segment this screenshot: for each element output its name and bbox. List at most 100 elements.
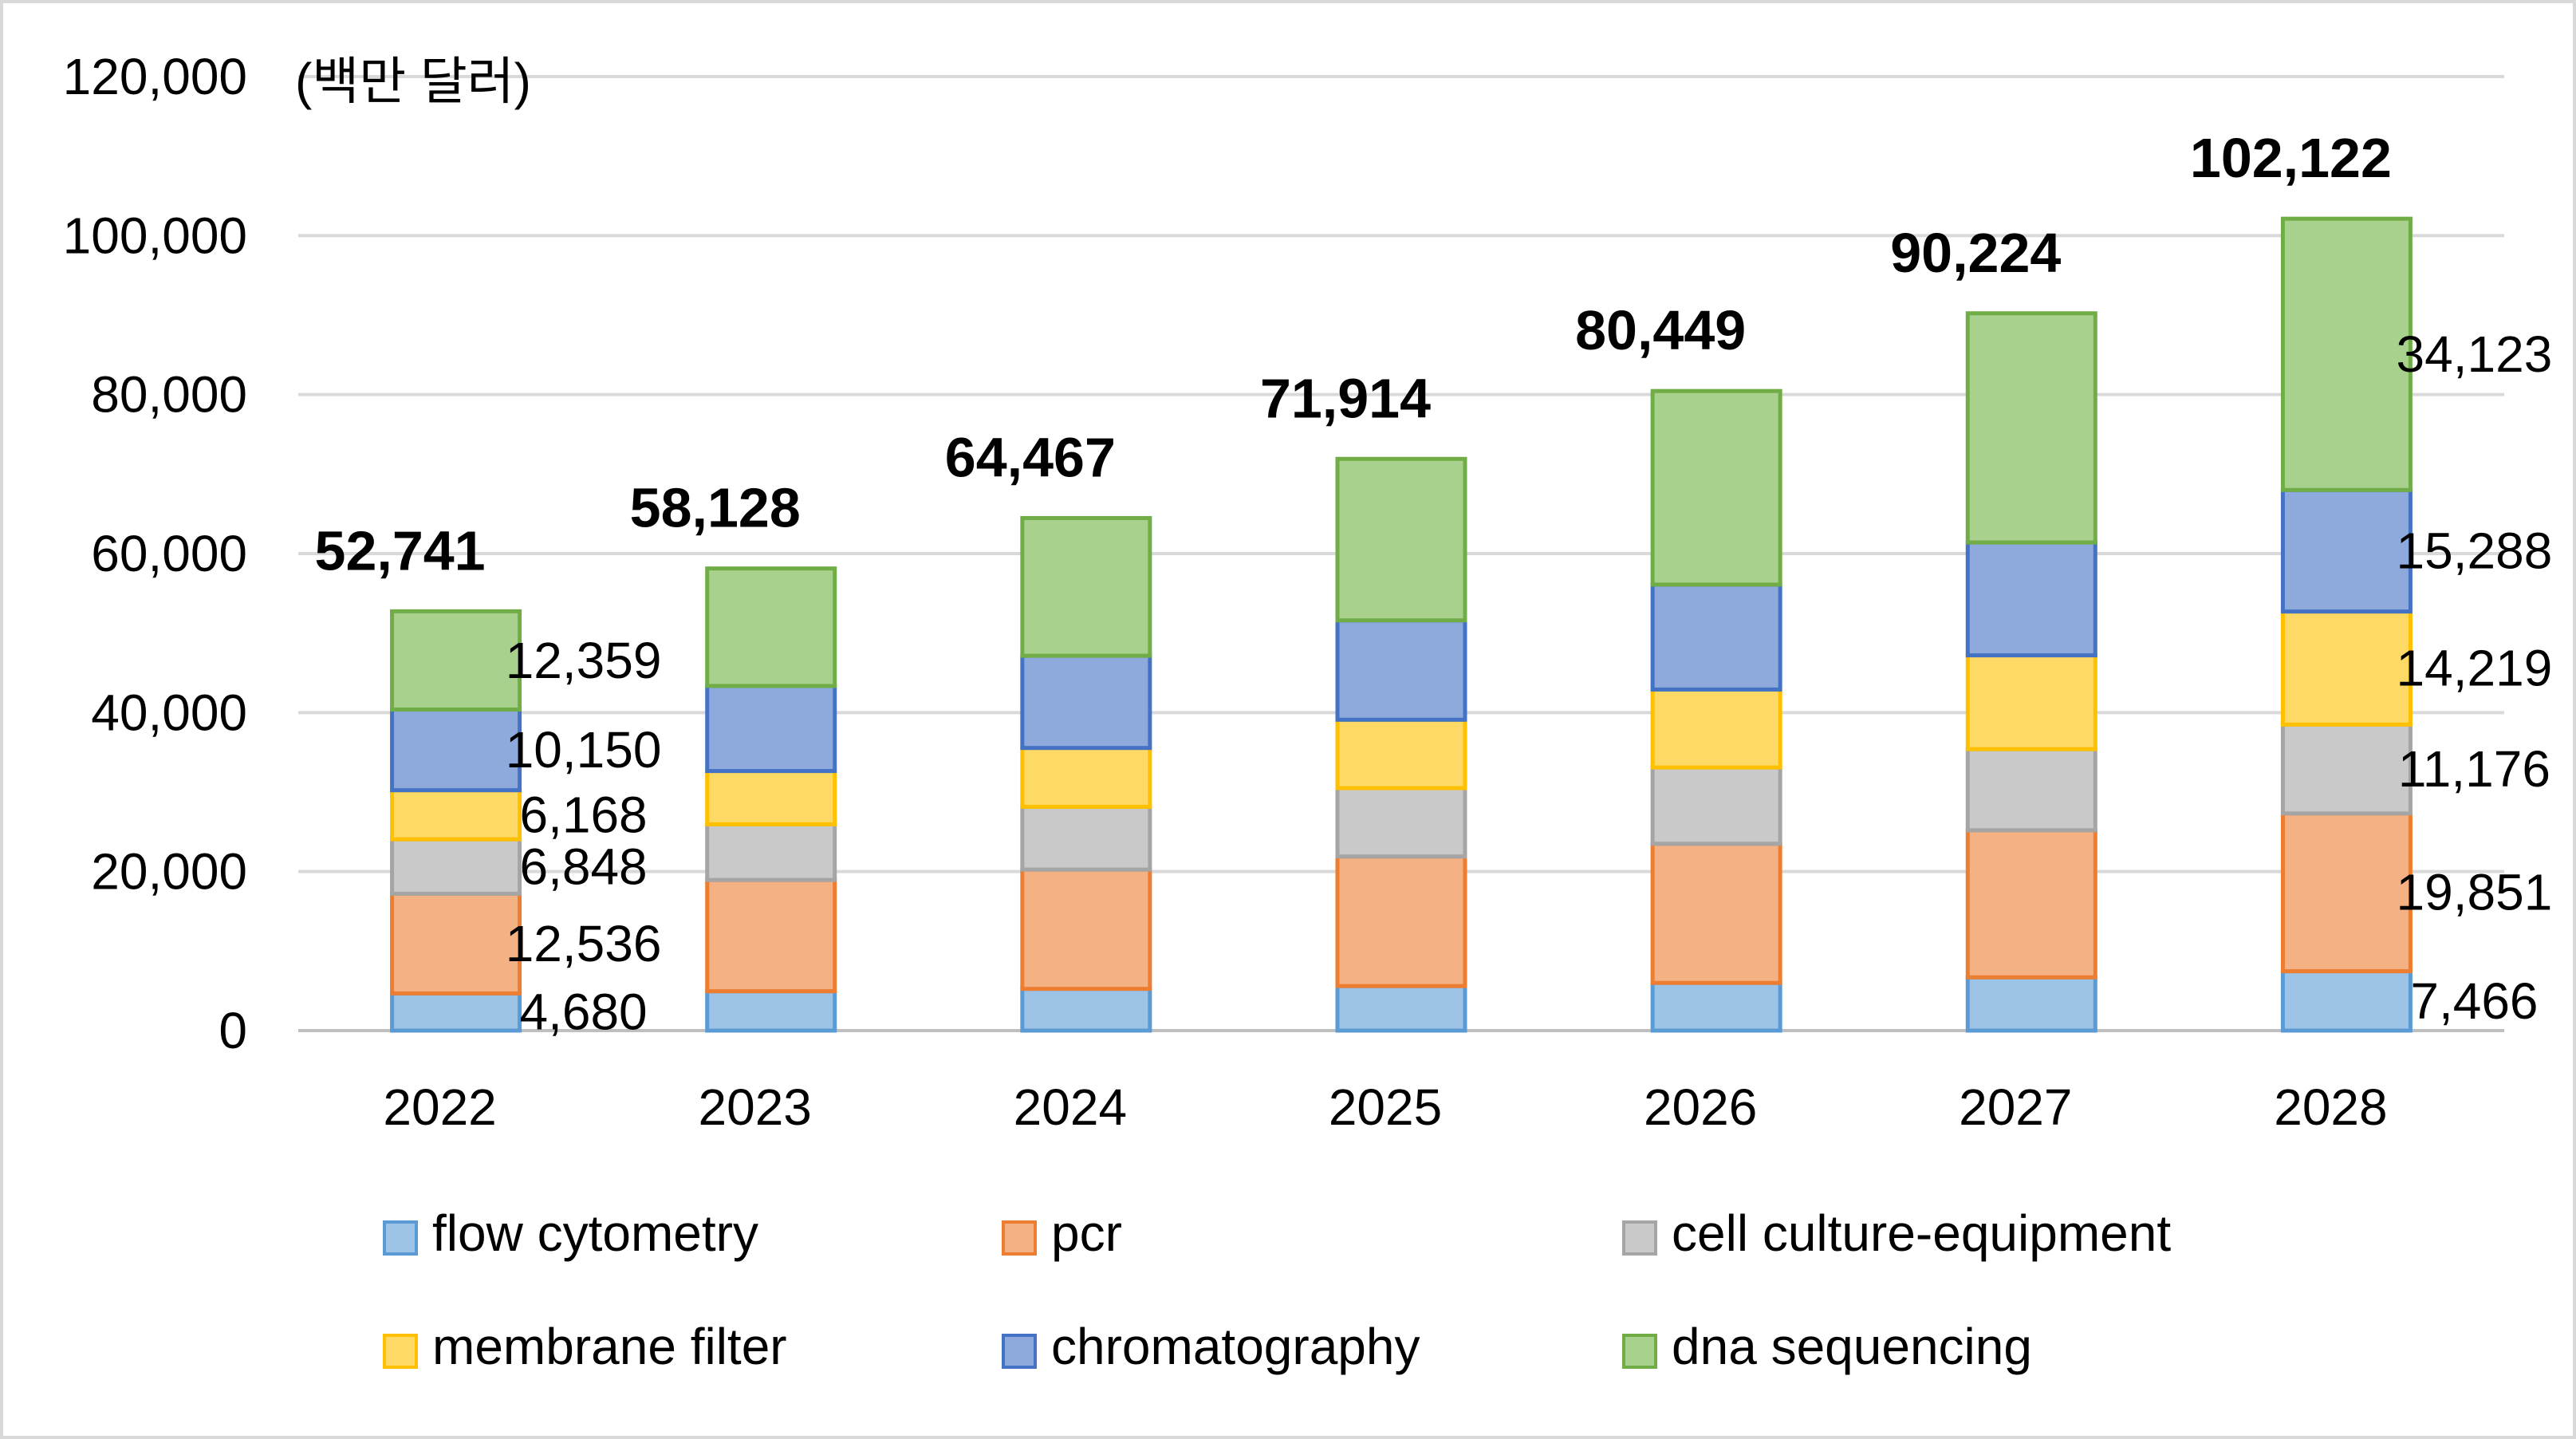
bar-segment bbox=[705, 684, 837, 774]
legend-label: cell culture-equipment bbox=[1672, 1204, 2171, 1262]
legend-item: chromatography bbox=[1002, 1318, 1420, 1375]
bar-segment bbox=[390, 991, 522, 1033]
legend-swatch bbox=[1622, 1220, 1657, 1256]
data-label: 14,219 bbox=[2397, 639, 2553, 696]
total-label: 102,122 bbox=[2190, 127, 2392, 189]
x-tick-label: 2026 bbox=[1644, 1078, 1757, 1136]
bar-segment bbox=[705, 566, 837, 688]
data-label: 12,536 bbox=[506, 915, 662, 972]
stacked-bar-chart: 020,00040,00060,00080,000100,000120,000 … bbox=[63, 48, 2553, 1375]
x-tick-label: 2025 bbox=[1329, 1078, 1442, 1136]
x-tick-label: 2024 bbox=[1014, 1078, 1127, 1136]
bar-segment bbox=[1650, 687, 1782, 770]
data-label: 34,123 bbox=[2397, 325, 2553, 383]
legend-swatch bbox=[1622, 1334, 1657, 1369]
bar-segment bbox=[1335, 854, 1467, 988]
total-label: 52,741 bbox=[315, 519, 486, 582]
legend-item: cell culture-equipment bbox=[1622, 1204, 2171, 1262]
total-label: 64,467 bbox=[945, 426, 1116, 488]
unit-label: (백만 달러) bbox=[295, 53, 531, 110]
legend-label: chromatography bbox=[1051, 1318, 1420, 1375]
bar-segment bbox=[1020, 653, 1152, 751]
legend-swatch bbox=[1002, 1220, 1037, 1256]
x-tick-label: 2022 bbox=[383, 1078, 496, 1136]
data-label: 11,176 bbox=[2398, 740, 2550, 798]
data-label: 12,359 bbox=[506, 632, 662, 689]
bar-segment bbox=[2280, 969, 2413, 1033]
legend-swatch bbox=[383, 1334, 418, 1369]
bar-segment bbox=[390, 708, 522, 793]
bar-segment bbox=[705, 822, 837, 882]
bar-segment bbox=[1020, 867, 1152, 992]
legend-item: dna sequencing bbox=[1622, 1318, 2032, 1375]
bar-segment bbox=[2280, 609, 2413, 727]
bar-segment bbox=[1965, 653, 2097, 751]
legend-label: pcr bbox=[1051, 1204, 1122, 1262]
total-label: 80,449 bbox=[1575, 299, 1746, 361]
total-label: 58,128 bbox=[630, 477, 801, 539]
bar-segment bbox=[705, 877, 837, 994]
bar-segment bbox=[1335, 456, 1467, 623]
total-label: 71,914 bbox=[1260, 367, 1431, 429]
bar-segment bbox=[1335, 786, 1467, 859]
bar-segment bbox=[1650, 582, 1782, 692]
x-axis-ticks: 2022 2023 2024 2025 2026 2027 2028 bbox=[383, 1078, 2387, 1136]
y-tick-label: 0 bbox=[219, 1002, 247, 1059]
bar-segment bbox=[2280, 216, 2413, 492]
bar-segment bbox=[1020, 746, 1152, 809]
bar-segment bbox=[1020, 515, 1152, 658]
bar-segment bbox=[1965, 975, 2097, 1033]
bar-segment bbox=[1965, 747, 2097, 833]
y-tick-label: 80,000 bbox=[91, 366, 247, 424]
x-tick-label: 2023 bbox=[699, 1078, 812, 1136]
data-label: 6,848 bbox=[519, 838, 647, 895]
legend: flow cytometry pcr cell culture-equipment m… bbox=[383, 1204, 2171, 1375]
bar-segment bbox=[1965, 311, 2097, 545]
data-label: 19,851 bbox=[2397, 864, 2553, 921]
bar-segment bbox=[2280, 811, 2413, 974]
bar-segment bbox=[1335, 618, 1467, 722]
data-label: 4,680 bbox=[519, 984, 647, 1041]
legend-item: membrane filter bbox=[383, 1318, 787, 1375]
bar-segment bbox=[1020, 987, 1152, 1033]
x-tick-label: 2027 bbox=[1959, 1078, 2072, 1136]
y-tick-label: 20,000 bbox=[91, 843, 247, 901]
bar-segment bbox=[1650, 842, 1782, 985]
data-label: 15,288 bbox=[2397, 522, 2553, 579]
legend-label: flow cytometry bbox=[432, 1204, 758, 1262]
bar-segment bbox=[1335, 984, 1467, 1033]
data-label: 7,466 bbox=[2410, 972, 2538, 1030]
bar-segment bbox=[1965, 540, 2097, 658]
bar-segment bbox=[2280, 487, 2413, 614]
legend-label: membrane filter bbox=[432, 1318, 787, 1375]
x-tick-label: 2028 bbox=[2274, 1078, 2387, 1136]
legend-swatch bbox=[383, 1220, 418, 1256]
y-tick-label: 40,000 bbox=[91, 684, 247, 741]
total-label: 90,224 bbox=[1890, 222, 2061, 284]
y-axis-ticks: 0 20,000 40,000 60,000 80,000 100,000 120,000 bbox=[63, 48, 247, 1059]
data-label: 10,150 bbox=[506, 721, 662, 779]
bar-segment bbox=[705, 989, 837, 1033]
bar-segment bbox=[390, 609, 522, 712]
bar-segment bbox=[1650, 980, 1782, 1033]
bar-segment bbox=[705, 769, 837, 826]
bar-segment bbox=[2280, 722, 2413, 816]
y-tick-label: 120,000 bbox=[63, 48, 247, 105]
bar-segment bbox=[390, 788, 522, 842]
bar-segment bbox=[1965, 828, 2097, 980]
legend-swatch bbox=[1002, 1334, 1037, 1369]
bars bbox=[390, 216, 2413, 1033]
legend-item: pcr bbox=[1002, 1204, 1122, 1262]
bar-segment bbox=[390, 837, 522, 896]
legend-label: dna sequencing bbox=[1672, 1318, 2032, 1375]
y-tick-label: 100,000 bbox=[63, 207, 247, 264]
bar-segment bbox=[390, 891, 522, 995]
bar-segment bbox=[1020, 804, 1152, 872]
data-label: 6,168 bbox=[519, 786, 647, 843]
y-tick-label: 60,000 bbox=[91, 525, 247, 582]
bar-segment bbox=[1650, 765, 1782, 846]
bar-segment bbox=[1650, 388, 1782, 587]
legend-item: flow cytometry bbox=[383, 1204, 758, 1262]
